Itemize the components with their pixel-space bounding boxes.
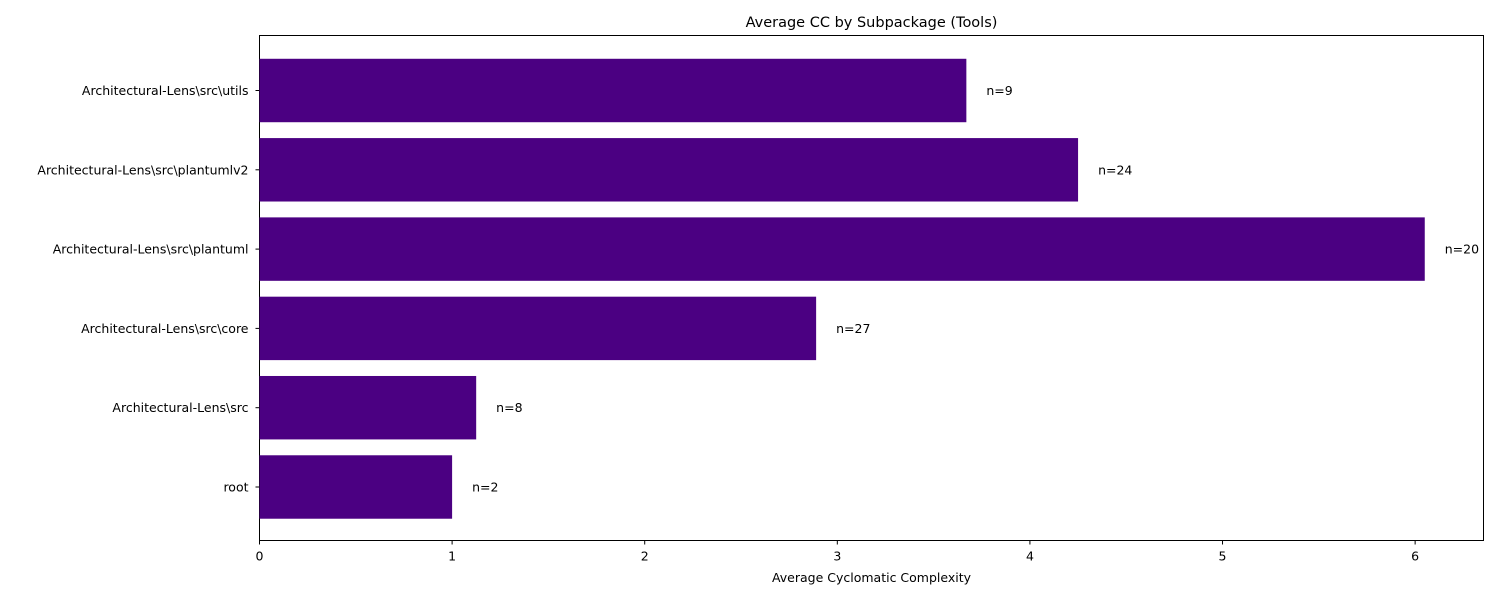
bar-count-label: n=24 [1098,162,1132,177]
bar-count-label: n=20 [1445,242,1479,257]
bar [259,217,1425,281]
x-tick-label: 4 [1026,549,1034,564]
y-tick-label: Architectural-Lens\src\utils [82,83,249,98]
y-tick-label: Architectural-Lens\src\plantuml [53,242,249,257]
bar [259,138,1079,202]
bar-count-label: n=8 [496,400,522,415]
y-tick-label: Architectural-Lens\src [112,400,248,415]
bar [259,296,817,361]
chart-title: Average CC by Subpackage (Tools) [746,15,998,31]
x-axis-label: Average Cyclomatic Complexity [772,570,972,585]
y-tick-label: Architectural-Lens\src\core [81,321,249,336]
x-tick-label: 3 [833,549,841,564]
bar [259,58,967,123]
x-tick-label: 1 [448,549,456,564]
bar-count-label: n=27 [836,321,870,336]
y-tick-label: Architectural-Lens\src\plantumlv2 [37,162,248,177]
x-tick-label: 2 [641,549,649,564]
x-tick-label: 6 [1411,549,1419,564]
x-tick-label: 5 [1219,549,1227,564]
x-tick-label: 0 [256,549,264,564]
bar-count-label: n=2 [472,480,498,495]
bar [259,375,477,440]
y-tick-label: root [223,480,248,495]
bar-count-label: n=9 [986,83,1012,98]
bar [259,455,453,519]
plot-frame [259,35,1484,541]
